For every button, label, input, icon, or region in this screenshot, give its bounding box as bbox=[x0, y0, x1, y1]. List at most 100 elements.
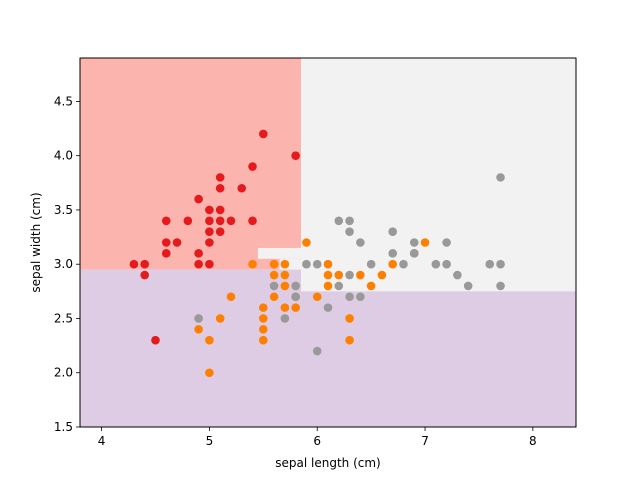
data-point bbox=[291, 292, 300, 302]
data-point bbox=[366, 281, 376, 291]
data-point bbox=[161, 249, 171, 258]
data-point bbox=[323, 303, 333, 312]
data-point bbox=[442, 259, 451, 269]
data-point bbox=[356, 238, 365, 247]
decision-regions bbox=[80, 58, 576, 427]
data-point bbox=[248, 216, 257, 226]
data-point bbox=[442, 238, 451, 247]
data-point bbox=[302, 238, 311, 247]
data-point bbox=[259, 325, 268, 334]
data-point bbox=[312, 292, 322, 302]
data-point bbox=[269, 259, 279, 269]
data-point bbox=[453, 270, 462, 280]
data-point bbox=[215, 205, 225, 215]
data-point bbox=[215, 183, 225, 193]
y-axis: 1.5 2.0 2.5 3.0 3.5 4.0 4.5 bbox=[54, 94, 80, 434]
data-point bbox=[345, 227, 354, 236]
decision-region-4 bbox=[80, 269, 302, 427]
y-axis-label: sepal width (cm) bbox=[29, 192, 43, 292]
data-point bbox=[334, 281, 344, 291]
data-point bbox=[140, 259, 149, 269]
data-point bbox=[399, 259, 408, 269]
y-tick-label: 2.5 bbox=[54, 311, 73, 325]
data-point bbox=[194, 325, 203, 334]
y-tick-label: 3.0 bbox=[54, 257, 73, 271]
data-point bbox=[409, 238, 419, 247]
data-point bbox=[280, 259, 290, 269]
x-tick-label: 4 bbox=[98, 434, 106, 448]
data-point bbox=[205, 335, 214, 345]
data-point bbox=[248, 259, 257, 269]
data-point bbox=[409, 249, 419, 258]
data-point bbox=[463, 281, 473, 291]
data-point bbox=[259, 303, 268, 312]
data-point bbox=[388, 227, 398, 236]
y-tick-label: 4.0 bbox=[54, 149, 73, 163]
data-point bbox=[151, 335, 160, 345]
x-axis: 4 5 6 7 8 bbox=[98, 427, 537, 448]
y-tick-label: 3.5 bbox=[54, 203, 73, 217]
data-point bbox=[215, 173, 225, 182]
data-point bbox=[431, 259, 441, 269]
data-point bbox=[205, 216, 214, 226]
data-point bbox=[205, 259, 214, 269]
y-tick-label: 4.5 bbox=[54, 94, 73, 108]
data-points bbox=[129, 129, 505, 378]
data-point bbox=[205, 227, 214, 236]
data-point bbox=[183, 216, 193, 226]
data-point bbox=[269, 292, 279, 302]
x-axis-label: sepal length (cm) bbox=[275, 456, 380, 470]
data-point bbox=[269, 281, 279, 291]
data-point bbox=[366, 259, 376, 269]
data-point bbox=[280, 281, 290, 291]
data-point bbox=[194, 314, 203, 323]
data-point bbox=[323, 281, 333, 291]
data-point bbox=[226, 292, 236, 302]
data-point bbox=[377, 270, 387, 280]
data-point bbox=[345, 292, 354, 302]
data-point bbox=[312, 259, 322, 269]
data-point bbox=[345, 270, 354, 280]
data-point bbox=[205, 205, 214, 215]
data-point bbox=[194, 259, 203, 269]
data-point bbox=[345, 216, 354, 226]
data-point bbox=[237, 183, 247, 193]
data-point bbox=[323, 270, 333, 280]
data-point bbox=[356, 292, 365, 302]
data-point bbox=[388, 259, 398, 269]
data-point bbox=[259, 335, 268, 345]
decision-region-5 bbox=[301, 291, 576, 427]
data-point bbox=[140, 270, 149, 280]
data-point bbox=[194, 249, 203, 258]
data-point bbox=[161, 216, 171, 226]
decision-region-3 bbox=[279, 258, 302, 270]
y-tick-label: 2.0 bbox=[54, 366, 73, 380]
data-point bbox=[345, 335, 354, 345]
data-point bbox=[259, 314, 268, 323]
x-tick-label: 7 bbox=[421, 434, 429, 448]
data-point bbox=[302, 259, 311, 269]
data-point bbox=[291, 281, 300, 291]
x-tick-label: 6 bbox=[313, 434, 321, 448]
data-point bbox=[280, 303, 290, 312]
data-point bbox=[496, 281, 505, 291]
data-point bbox=[485, 259, 495, 269]
data-point bbox=[248, 162, 257, 171]
data-point bbox=[259, 129, 268, 139]
data-point bbox=[323, 259, 333, 269]
data-point bbox=[280, 314, 290, 323]
y-tick-label: 1.5 bbox=[54, 420, 73, 434]
data-point bbox=[161, 238, 171, 247]
data-point bbox=[356, 270, 365, 280]
data-point bbox=[334, 216, 344, 226]
decision-region-0 bbox=[80, 58, 302, 270]
data-point bbox=[280, 270, 290, 280]
data-point bbox=[205, 238, 214, 247]
x-tick-label: 5 bbox=[206, 434, 214, 448]
data-point bbox=[388, 249, 398, 258]
data-point bbox=[312, 346, 322, 356]
decision-region-1 bbox=[301, 58, 576, 292]
data-point bbox=[420, 238, 430, 247]
data-point bbox=[269, 270, 279, 280]
